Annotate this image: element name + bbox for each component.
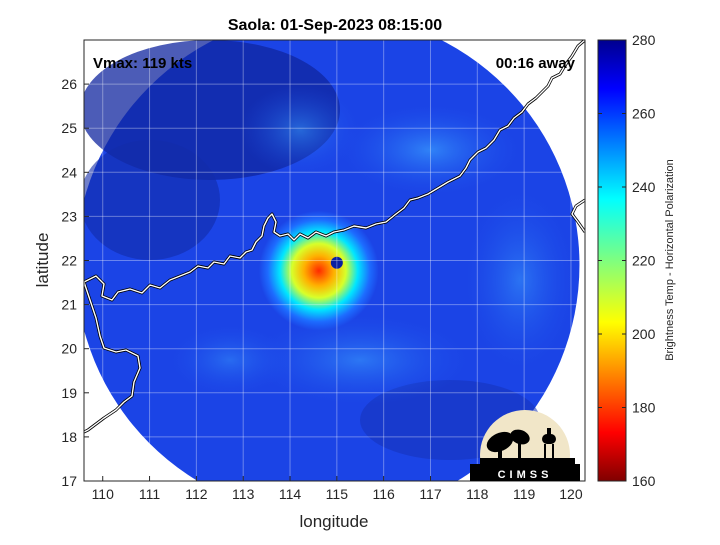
colorbar-tick-label: 160: [632, 473, 656, 489]
x-tick-label: 110: [92, 486, 115, 502]
colorbar-label: Brightness Temp - Horizontal Polarizatio…: [664, 159, 676, 361]
y-tick-label: 20: [61, 341, 77, 357]
colorbar-tick-label: 180: [632, 400, 656, 416]
x-tick-label: 116: [372, 486, 395, 502]
x-tick-label: 114: [279, 486, 302, 502]
x-axis-label: longitude: [299, 512, 368, 531]
rain-band-south: [250, 315, 470, 405]
rain-band-northeast: [340, 105, 520, 195]
vmax-label: Vmax: 119 kts: [93, 55, 192, 72]
y-tick-label: 23: [61, 208, 77, 224]
x-tick-label: 113: [232, 486, 255, 502]
colorbar-tick-label: 200: [632, 326, 656, 342]
rain-band-east: [465, 190, 575, 370]
logo-silhouettes: [470, 428, 580, 481]
time-away-label: 00:16 away: [496, 55, 576, 72]
x-tick-label: 111: [139, 486, 160, 502]
coastline-main: [84, 40, 585, 301]
y-tick-label: 24: [61, 164, 77, 180]
x-tick-label: 118: [466, 486, 489, 502]
swath-layer: [84, 40, 585, 481]
y-tick-label: 22: [61, 253, 77, 269]
y-tick-label: 19: [61, 385, 77, 401]
colorbar-tick-label: 280: [632, 32, 656, 48]
x-tick-label: 119: [513, 486, 536, 502]
y-axis-label: latitude: [33, 233, 52, 288]
coastline-east: [571, 199, 585, 233]
y-tick-label: 26: [61, 76, 77, 92]
coastline-white: [84, 40, 585, 433]
x-axis-ticks: 110 111 112 113 114 115 116 117 118 119 120: [92, 476, 583, 502]
colorbar-gradient: [597, 39, 627, 482]
plot-area: 110 111 112 113 114 115 116 117 118 119 120 17 18 19…: [61, 39, 586, 502]
rain-band-north: [240, 85, 360, 175]
colorbar-tick-label: 240: [632, 179, 656, 195]
x-tick-label: 112: [185, 486, 208, 502]
logo-text: CIMSS: [498, 469, 553, 481]
outer-deep-region-west: [84, 140, 220, 260]
colorbar-ticks: 160 180 200 220 240 260 280: [598, 32, 656, 489]
storm-inner-core: [258, 210, 379, 331]
x-tick-label: 120: [559, 486, 583, 502]
x-tick-label: 117: [419, 486, 442, 502]
x-tick-label: 115: [326, 486, 349, 502]
storm-eye: [330, 256, 343, 269]
chart-title: Saola: 01-Sep-2023 08:15:00: [228, 17, 442, 34]
y-axis-ticks: 17 18 19 20 21 22 23 24 25 26: [61, 76, 89, 489]
y-tick-label: 18: [61, 429, 77, 445]
y-tick-label: 21: [61, 297, 77, 313]
colorbar: 160 180 200 220 240 260 280 Brightness Temp - …: [597, 32, 676, 489]
colorbar-tick-label: 220: [632, 253, 656, 269]
colorbar-tick-label: 260: [632, 106, 656, 122]
coastline-west: [84, 281, 141, 433]
grid-lines: [84, 40, 585, 481]
rain-band-southwest: [170, 325, 290, 395]
y-tick-label: 25: [61, 120, 77, 136]
y-tick-label: 17: [61, 473, 77, 489]
cimss-logo: CIMSS: [470, 410, 580, 481]
